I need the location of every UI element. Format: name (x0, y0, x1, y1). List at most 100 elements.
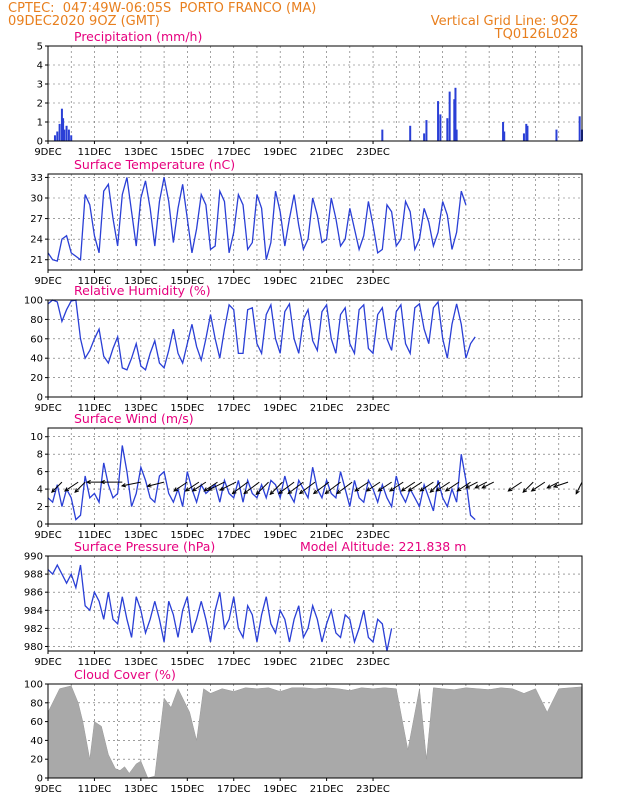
wind-arrow-head (255, 490, 261, 496)
wind-arrow-head (389, 487, 395, 492)
wind-arrow (299, 481, 316, 494)
precipitation-bar (60, 108, 63, 141)
pressure-ytick-label: 988 (24, 570, 43, 581)
precipitation-ytick-label: 0 (37, 137, 43, 148)
wind-arrow-head (277, 489, 283, 495)
pressure-annotation: Model Altitude: 221.838 m (300, 539, 466, 554)
wind-arrow-head (298, 489, 304, 495)
wind-arrow-head (99, 479, 105, 485)
precipitation-bar (53, 135, 56, 141)
wind-xtick-label: 19DEC (263, 530, 297, 541)
temperature-series-line (47, 177, 467, 262)
wind-arrow (366, 481, 381, 492)
cloud-cover-title: Cloud Cover (%) (74, 667, 176, 682)
cloud-cover-ytick-label: 0 (37, 774, 43, 785)
cloud-cover-xtick-label: 19DEC (263, 784, 297, 795)
wind-arrow-head (120, 483, 127, 488)
humidity-xtick-label: 13DEC (124, 403, 158, 414)
wind-arrow (325, 481, 341, 494)
pressure-xtick-label: 21DEC (310, 657, 344, 668)
wind-arrow-head (481, 484, 487, 489)
temperature-xtick-label: 13DEC (124, 276, 158, 287)
pressure-ytick-label: 982 (24, 624, 43, 635)
wind-arrow (419, 481, 434, 492)
precipitation-bar (439, 114, 442, 141)
cloud-cover-ytick-label: 100 (24, 680, 43, 691)
precipitation-bar (522, 133, 525, 141)
pressure-ytick-label: 986 (24, 588, 43, 599)
precipitation-ytick-label: 4 (37, 61, 43, 72)
wind-arrow-head (429, 488, 435, 493)
wind-arrow (121, 481, 141, 487)
temperature-ytick-label: 24 (30, 235, 43, 246)
precipitation-xtick-label: 23DEC (356, 147, 390, 158)
humidity-xtick-label: 11DEC (78, 403, 112, 414)
wind-arrow (255, 481, 269, 495)
pressure-ytick-label: 984 (24, 606, 43, 617)
precipitation-bar (63, 129, 66, 141)
wind-xtick-label: 21DEC (310, 530, 344, 541)
model-code: TQ0126L028 (494, 27, 578, 42)
wind-arrow (481, 481, 494, 489)
wind-xtick-label: 13DEC (124, 530, 158, 541)
wind-title: Surface Wind (m/s) (74, 411, 194, 426)
pressure-xtick-label: 15DEC (170, 657, 204, 668)
wind-arrow (208, 481, 225, 491)
precipitation-xtick-label: 19DEC (263, 147, 297, 158)
wind-arrow (429, 481, 441, 493)
precipitation-ytick-label: 1 (37, 118, 43, 129)
wind-xtick-label: 23DEC (356, 530, 390, 541)
wind-arrow-head (419, 487, 425, 492)
temperature-ytick-label: 33 (30, 173, 43, 184)
precipitation-bar (446, 118, 449, 141)
temperature-xtick-label: 17DEC (217, 276, 251, 287)
wind-arrow-head (474, 484, 480, 489)
wind-xtick-label: 15DEC (170, 530, 204, 541)
wind-arrow-head (575, 489, 580, 495)
wind-series-line (47, 445, 476, 521)
cloud-cover-xtick-label: 9DEC (34, 784, 61, 795)
wind-arrow (465, 481, 478, 489)
temperature-xtick-label: 15DEC (170, 276, 204, 287)
wind-arrow (401, 481, 416, 492)
precipitation-bar (381, 129, 384, 141)
precipitation-bar (455, 129, 458, 141)
wind-arrow-head (552, 483, 558, 488)
humidity-ytick-label: 80 (30, 315, 43, 326)
wind-arrow-head (243, 489, 249, 495)
cloud-cover-ytick-label: 20 (30, 755, 43, 766)
station-header: CPTEC: 047:49W-06:05S PORTO FRANCO (MA) (8, 1, 317, 16)
precipitation-bar (423, 133, 426, 141)
wind-arrow-head (464, 484, 470, 489)
wind-arrow (243, 481, 260, 494)
wind-arrow (457, 481, 471, 492)
humidity-xtick-label: 9DEC (34, 403, 61, 414)
precipitation-bar (409, 125, 412, 141)
precipitation-xtick-label: 15DEC (170, 147, 204, 158)
wind-arrow-head (173, 487, 179, 492)
cloud-cover-xtick-label: 23DEC (356, 784, 390, 795)
humidity-frame (47, 299, 583, 398)
wind-arrow (508, 481, 522, 492)
wind-arrow (185, 481, 200, 492)
wind-arrow-head (74, 488, 80, 493)
pressure-ytick-label: 980 (24, 642, 43, 653)
precipitation-bar (502, 122, 505, 141)
pressure-series-line (47, 563, 393, 652)
humidity-series-line (47, 299, 476, 371)
wind-arrow-head (231, 489, 237, 495)
wind-arrow (219, 481, 237, 491)
humidity-xtick-label: 17DEC (217, 403, 251, 414)
wind-arrow (74, 481, 86, 493)
precipitation-bar (437, 101, 440, 141)
wind-arrow (287, 481, 304, 494)
precipitation-bar (65, 125, 68, 141)
cloud-cover-frame (47, 683, 583, 779)
wind-arrow-head (435, 487, 441, 492)
wind-arrow-head (219, 486, 225, 491)
cloud-cover-xtick-label: 21DEC (310, 784, 344, 795)
cloud-cover-ytick-label: 60 (30, 717, 43, 728)
wind-arrow (64, 481, 79, 492)
precipitation-bar (526, 125, 529, 141)
wind-arrow (147, 481, 165, 487)
